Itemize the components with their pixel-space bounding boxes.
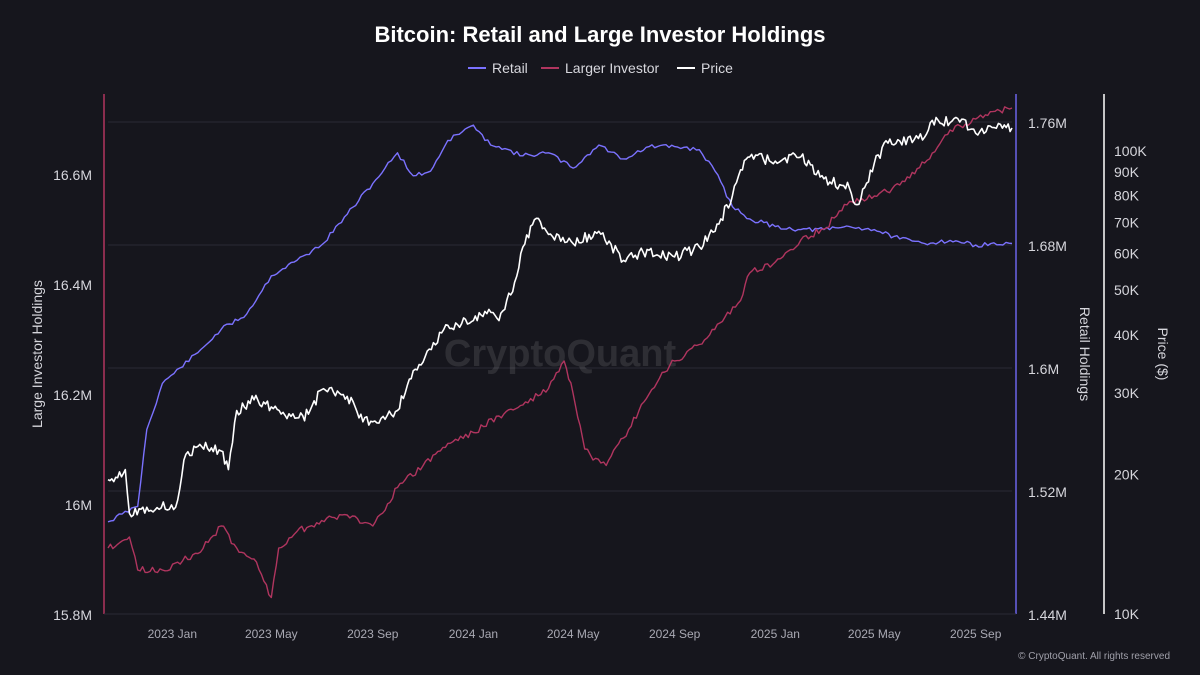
- legend-label-retail: Retail: [492, 60, 528, 76]
- retail-series-line: [107, 124, 1013, 523]
- price-tick-40k: 40K: [1114, 327, 1140, 343]
- x-tick-2023-may: 2023 May: [245, 627, 298, 641]
- price-tick-100k: 100K: [1114, 143, 1147, 159]
- retail-tick-1.6m: 1.6M: [1028, 361, 1059, 377]
- price-tick-80k: 80K: [1114, 188, 1140, 204]
- left-tick-16.6m: 16.6M: [53, 167, 92, 183]
- price-tick-90k: 90K: [1114, 164, 1140, 180]
- price-tick-10k: 10K: [1114, 606, 1140, 622]
- series-layer: [107, 106, 1013, 599]
- x-tick-2025-sep: 2025 Sep: [950, 627, 1002, 641]
- gridlines: [108, 121, 1012, 492]
- retail-tick-1.76m: 1.76M: [1028, 115, 1067, 131]
- price-axis-label: Price ($): [1155, 328, 1171, 381]
- x-tick-2025-may: 2025 May: [848, 627, 901, 641]
- x-tick-2024-sep: 2024 Sep: [649, 627, 701, 641]
- price-tick-60k: 60K: [1114, 246, 1140, 262]
- legend: Retail Larger Investor Price: [468, 60, 733, 76]
- left-tick-16.4m: 16.4M: [53, 277, 92, 293]
- legend-label-price: Price: [701, 60, 733, 76]
- x-axis-ticks: 2023 Jan 2023 May 2023 Sep 2024 Jan 2024 May…: [148, 627, 1002, 641]
- price-tick-30k: 30K: [1114, 385, 1140, 401]
- price-axis-ticks: 100K 90K 80K 70K 60K 50K 40K 30K 20K 10K: [1114, 143, 1147, 622]
- left-tick-16m: 16M: [65, 497, 92, 513]
- x-tick-2023-sep: 2023 Sep: [347, 627, 399, 641]
- retail-tick-1.52m: 1.52M: [1028, 484, 1067, 500]
- left-tick-16.2m: 16.2M: [53, 387, 92, 403]
- price-tick-50k: 50K: [1114, 282, 1140, 298]
- price-tick-20k: 20K: [1114, 467, 1140, 483]
- retail-tick-1.44m: 1.44M: [1028, 607, 1067, 623]
- price-tick-70k: 70K: [1114, 215, 1140, 231]
- price-series-line: [107, 116, 1013, 518]
- larger-investor-series-line: [107, 106, 1013, 599]
- x-tick-2024-jan: 2024 Jan: [449, 627, 498, 641]
- left-tick-15.8m: 15.8M: [53, 607, 92, 623]
- chart-title: Bitcoin: Retail and Large Investor Holdi…: [374, 22, 825, 47]
- legend-label-larger-investor: Larger Investor: [565, 60, 659, 76]
- left-axis-ticks: 16.6M 16.4M 16.2M 16M 15.8M: [53, 167, 92, 623]
- x-tick-2025-jan: 2025 Jan: [751, 627, 800, 641]
- left-axis-label: Large Investor Holdings: [29, 280, 45, 428]
- x-tick-2023-jan: 2023 Jan: [148, 627, 197, 641]
- retail-axis-label: Retail Holdings: [1077, 307, 1093, 401]
- retail-axis-ticks: 1.76M 1.68M 1.6M 1.52M 1.44M: [1028, 115, 1067, 623]
- retail-tick-1.68m: 1.68M: [1028, 238, 1067, 254]
- copyright-text: © CryptoQuant. All rights reserved: [1018, 651, 1170, 662]
- x-tick-2024-may: 2024 May: [547, 627, 600, 641]
